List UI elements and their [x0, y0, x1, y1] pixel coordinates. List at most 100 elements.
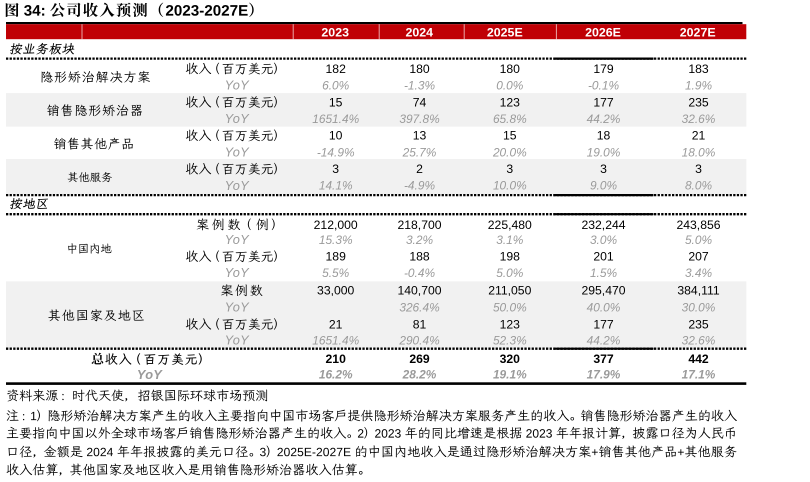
svg-text:-4.9%: -4.9% [404, 179, 435, 193]
svg-text:182: 182 [326, 62, 347, 76]
svg-text:15: 15 [503, 129, 517, 143]
svg-text:179: 179 [593, 62, 614, 76]
svg-text:2025E: 2025E [487, 26, 523, 40]
svg-text:1.9%: 1.9% [685, 78, 713, 92]
svg-text:3.4%: 3.4% [685, 266, 713, 280]
svg-text:3: 3 [600, 162, 607, 176]
svg-text:40.0%: 40.0% [587, 300, 621, 314]
svg-text:6.0%: 6.0% [322, 78, 350, 92]
svg-text:5.0%: 5.0% [496, 266, 524, 280]
svg-text:21: 21 [692, 129, 706, 143]
svg-text:235: 235 [688, 95, 709, 109]
svg-text:1.5%: 1.5% [590, 266, 618, 280]
svg-text:3: 3 [506, 162, 513, 176]
svg-text:140,700: 140,700 [397, 284, 441, 298]
svg-text:377: 377 [593, 352, 614, 366]
svg-text:123: 123 [500, 95, 521, 109]
svg-text:14.1%: 14.1% [319, 179, 353, 193]
svg-text:15: 15 [329, 95, 343, 109]
svg-text:18.0%: 18.0% [682, 145, 716, 159]
svg-text:13: 13 [413, 129, 427, 143]
svg-text:442: 442 [688, 352, 709, 366]
svg-text:YoY: YoY [225, 265, 251, 280]
svg-text:207: 207 [688, 250, 709, 264]
svg-text:3.2%: 3.2% [406, 233, 434, 247]
svg-text:32.6%: 32.6% [682, 333, 716, 347]
svg-text:10: 10 [329, 129, 343, 143]
svg-text:65.8%: 65.8% [493, 112, 527, 126]
svg-text:74: 74 [413, 95, 427, 109]
svg-text:19.0%: 19.0% [587, 145, 621, 159]
svg-text:15.3%: 15.3% [319, 233, 353, 247]
svg-text:180: 180 [500, 62, 521, 76]
svg-text:44.2%: 44.2% [587, 112, 621, 126]
svg-text:269: 269 [409, 352, 430, 366]
svg-text:201: 201 [593, 250, 614, 264]
svg-text:16.2%: 16.2% [319, 368, 353, 382]
svg-text:YoY: YoY [225, 78, 251, 93]
svg-text:18: 18 [597, 129, 611, 143]
svg-text:17.9%: 17.9% [587, 368, 621, 382]
svg-text:21: 21 [329, 317, 343, 331]
svg-text:177: 177 [593, 317, 614, 331]
svg-text:320: 320 [500, 352, 521, 366]
svg-text:3.0%: 3.0% [590, 233, 618, 247]
svg-text:218,700: 218,700 [397, 218, 441, 232]
svg-text:225,480: 225,480 [488, 218, 532, 232]
svg-text:28.2%: 28.2% [402, 368, 437, 382]
svg-text:180: 180 [409, 62, 430, 76]
svg-text:25.7%: 25.7% [402, 145, 437, 159]
svg-text:2027E: 2027E [680, 26, 716, 40]
svg-text:232,244: 232,244 [581, 218, 625, 232]
svg-text:243,856: 243,856 [676, 218, 720, 232]
svg-text:0.0%: 0.0% [496, 78, 524, 92]
svg-text:YoY: YoY [225, 111, 251, 126]
svg-text:YoY: YoY [225, 299, 251, 314]
svg-text:-0.1%: -0.1% [588, 78, 619, 92]
svg-text:290.4%: 290.4% [398, 333, 440, 347]
svg-text:212,000: 212,000 [314, 218, 358, 232]
svg-text:YoY: YoY [225, 232, 251, 247]
svg-text:2023: 2023 [321, 26, 349, 40]
svg-text:295,470: 295,470 [581, 284, 625, 298]
svg-text:397.8%: 397.8% [399, 112, 440, 126]
svg-text:1651.4%: 1651.4% [312, 112, 359, 126]
svg-text:198: 198 [500, 250, 521, 264]
svg-text:50.0%: 50.0% [493, 300, 527, 314]
svg-text:2: 2 [416, 162, 423, 176]
svg-text:210: 210 [326, 352, 347, 366]
svg-text:3: 3 [332, 162, 339, 176]
svg-text:YoY: YoY [225, 178, 251, 193]
svg-text:YoY: YoY [137, 367, 163, 382]
svg-text:1651.4%: 1651.4% [312, 333, 359, 347]
svg-text:17.1%: 17.1% [682, 368, 716, 382]
svg-text:-1.3%: -1.3% [404, 78, 435, 92]
svg-text:9.0%: 9.0% [590, 179, 618, 193]
svg-text:YoY: YoY [225, 144, 251, 159]
svg-text:30.0%: 30.0% [682, 300, 716, 314]
svg-text:384,111: 384,111 [677, 284, 719, 298]
svg-text:-14.9%: -14.9% [317, 145, 355, 159]
svg-text:2024: 2024 [406, 26, 434, 40]
svg-text:52.3%: 52.3% [493, 333, 527, 347]
svg-text:10.0%: 10.0% [493, 179, 527, 193]
svg-text:32.6%: 32.6% [682, 112, 716, 126]
svg-text:20.0%: 20.0% [492, 145, 527, 159]
svg-text:326.4%: 326.4% [399, 300, 440, 314]
svg-text:5.0%: 5.0% [685, 233, 713, 247]
svg-text:3: 3 [695, 162, 702, 176]
svg-text:8.0%: 8.0% [685, 179, 713, 193]
svg-text:33,000: 33,000 [317, 284, 354, 298]
svg-text:44.2%: 44.2% [587, 333, 621, 347]
svg-text:5.5%: 5.5% [322, 266, 350, 280]
svg-text:2026E: 2026E [585, 26, 621, 40]
svg-text:211,050: 211,050 [488, 284, 531, 298]
svg-text:-0.4%: -0.4% [404, 266, 435, 280]
svg-text:123: 123 [500, 317, 521, 331]
svg-text:YoY: YoY [225, 333, 251, 348]
svg-text:19.1%: 19.1% [493, 368, 527, 382]
svg-text:81: 81 [413, 317, 427, 331]
svg-text:235: 235 [688, 317, 709, 331]
svg-text:188: 188 [409, 250, 430, 264]
svg-text:189: 189 [326, 250, 347, 264]
